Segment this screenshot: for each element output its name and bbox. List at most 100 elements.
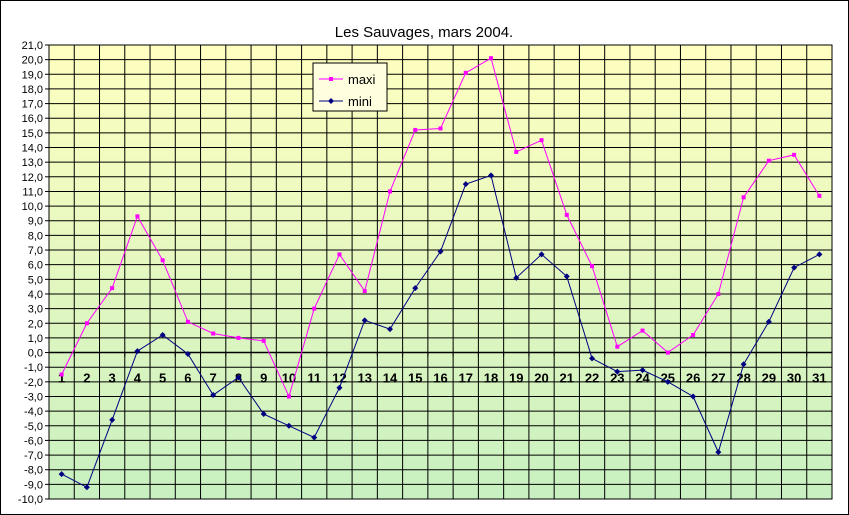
x-tick-label: 29 — [762, 371, 776, 386]
data-point-mini — [740, 361, 747, 368]
data-point-maxi — [514, 149, 519, 154]
data-point-mini — [260, 411, 267, 418]
data-point-mini — [210, 392, 217, 399]
data-point-maxi — [741, 195, 746, 200]
data-point-mini — [235, 374, 242, 381]
y-tick-label: -5,0 — [24, 421, 43, 433]
y-tick-label: 5,0 — [28, 274, 43, 286]
data-point-maxi — [716, 291, 721, 296]
x-tick-label: 31 — [812, 371, 826, 386]
data-point-mini — [513, 274, 520, 281]
y-tick-label: 18,0 — [22, 84, 43, 96]
y-tick-label: 6,0 — [28, 260, 43, 272]
x-tick-label: 21 — [560, 371, 574, 386]
y-tick-label: -1,0 — [24, 362, 43, 374]
x-tick-label: 14 — [383, 371, 398, 386]
data-point-maxi — [413, 127, 418, 132]
y-tick-label: 14,0 — [22, 143, 43, 155]
x-tick-label: 19 — [509, 371, 523, 386]
data-point-mini — [361, 317, 368, 324]
data-point-mini — [538, 251, 545, 258]
y-tick-label: 4,0 — [28, 289, 43, 301]
data-point-mini — [639, 367, 646, 374]
x-tick-label: 13 — [357, 371, 371, 386]
y-tick-label: 0,0 — [28, 348, 43, 360]
y-tick-label: 15,0 — [22, 128, 43, 140]
series-group — [58, 56, 823, 491]
data-point-mini — [336, 384, 343, 391]
y-tick-label: -9,0 — [24, 479, 43, 491]
plot-area — [48, 44, 833, 500]
data-point-mini — [285, 422, 292, 429]
data-point-mini — [488, 172, 495, 179]
x-tick-label: 12 — [332, 371, 346, 386]
data-point-maxi — [665, 350, 670, 355]
data-point-maxi — [84, 321, 89, 326]
data-point-maxi — [564, 212, 569, 217]
x-tick-label: 3 — [109, 371, 116, 386]
y-tick-label: 10,0 — [22, 201, 43, 213]
y-tick-label: -3,0 — [24, 391, 43, 403]
data-point-mini — [386, 326, 393, 333]
data-point-maxi — [261, 338, 266, 343]
y-tick-label: 8,0 — [28, 230, 43, 242]
data-point-maxi — [792, 152, 797, 157]
data-point-maxi — [817, 193, 822, 198]
data-point-mini — [589, 355, 596, 362]
data-point-maxi — [489, 56, 494, 61]
data-point-maxi — [691, 332, 696, 337]
x-tick-label: 23 — [610, 371, 624, 386]
series-maxi — [59, 56, 822, 399]
legend: maxi mini — [312, 62, 388, 112]
data-point-maxi — [615, 344, 620, 349]
x-tick-label: 24 — [635, 371, 650, 386]
data-point-maxi — [59, 372, 64, 377]
x-tick-label: 17 — [459, 371, 473, 386]
legend-label-maxi: maxi — [348, 72, 376, 87]
data-point-mini — [715, 449, 722, 456]
x-tick-label: 7 — [210, 371, 217, 386]
data-point-mini — [311, 434, 318, 441]
data-point-mini — [462, 181, 469, 188]
y-tick-label: 9,0 — [28, 216, 43, 228]
data-point-mini — [58, 471, 65, 478]
data-point-maxi — [312, 306, 317, 311]
y-tick-label: 12,0 — [22, 172, 43, 184]
x-tick-label: 9 — [260, 371, 267, 386]
x-tick-label: 2 — [83, 371, 90, 386]
y-tick-label: -7,0 — [24, 450, 43, 462]
legend-marker-maxi — [329, 77, 333, 81]
y-tick-label: -4,0 — [24, 406, 43, 418]
y-tick-label: -6,0 — [24, 435, 43, 447]
data-point-maxi — [463, 70, 468, 75]
y-tick-label: 1,0 — [28, 333, 43, 345]
data-point-mini — [109, 416, 116, 423]
legend-marker-mini — [328, 98, 334, 104]
y-tick-label: 20,0 — [22, 55, 43, 67]
data-point-maxi — [135, 214, 140, 219]
data-point-maxi — [590, 264, 595, 269]
data-point-mini — [134, 348, 141, 355]
y-tick-label: 16,0 — [22, 113, 43, 125]
data-point-maxi — [337, 252, 342, 257]
x-tick-label: 25 — [661, 371, 675, 386]
x-tick-label: 20 — [534, 371, 548, 386]
y-tick-label: 19,0 — [22, 69, 43, 81]
y-tick-label: 13,0 — [22, 157, 43, 169]
data-point-maxi — [160, 258, 165, 263]
y-tick-label: 21,0 — [22, 40, 43, 52]
data-point-mini — [563, 273, 570, 280]
x-tick-label: 6 — [184, 371, 191, 386]
data-point-mini — [412, 285, 419, 292]
data-point-maxi — [211, 331, 216, 336]
data-point-maxi — [766, 158, 771, 163]
y-tick-label: -2,0 — [24, 377, 43, 389]
data-point-mini — [437, 248, 444, 255]
data-point-mini — [83, 484, 90, 491]
x-tick-label: 10 — [282, 371, 296, 386]
data-point-maxi — [362, 289, 367, 294]
data-point-maxi — [236, 335, 241, 340]
data-point-maxi — [640, 328, 645, 333]
data-point-maxi — [286, 394, 291, 399]
data-point-maxi — [185, 319, 190, 324]
